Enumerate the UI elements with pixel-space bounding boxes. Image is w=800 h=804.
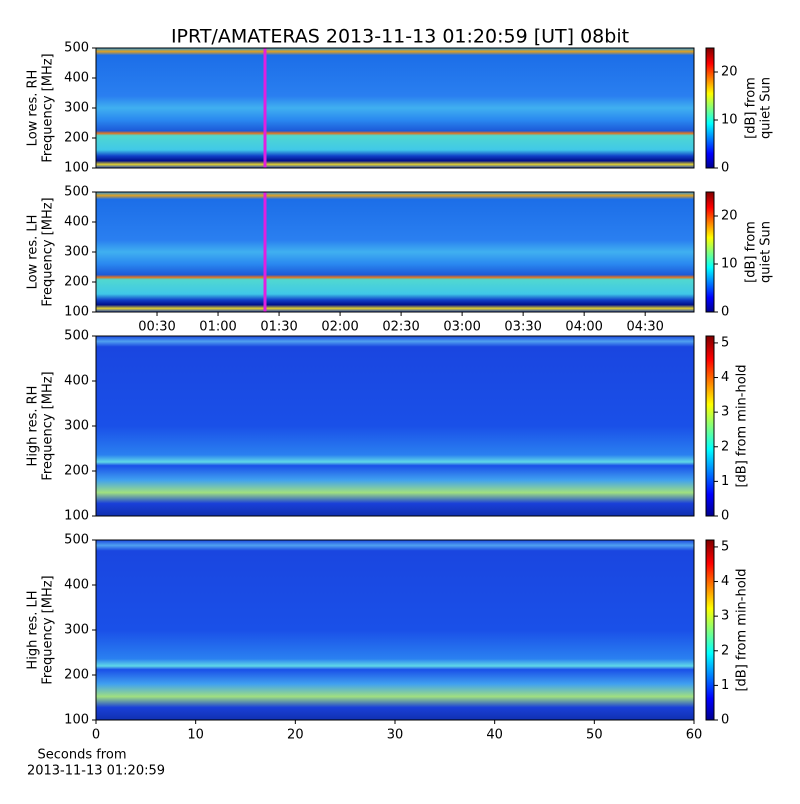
colorbar-label: [dB] from min-hold [735, 568, 750, 691]
y-tick-label: 500 [64, 533, 89, 548]
x-tick-label: 50 [586, 728, 603, 743]
y-axis-label: Frequency [MHz] [41, 371, 56, 480]
colorbar-tick-label: 4 [721, 574, 729, 589]
y-axis-label: Frequency [MHz] [41, 53, 56, 162]
y-tick-label: 400 [64, 215, 89, 230]
colorbar-tick-label: 0 [721, 305, 729, 320]
y-axis-label: High res. RH [26, 386, 41, 467]
y-tick-label: 500 [64, 329, 89, 344]
y-tick-label: 400 [64, 578, 89, 593]
x-tick-label: 60 [686, 728, 703, 743]
colorbar [705, 335, 715, 517]
y-axis-label: Low res. RH [26, 70, 41, 147]
colorbar-tick-label: 20 [721, 65, 738, 80]
colorbar-label: [dB] from min-hold [735, 364, 750, 487]
spectrogram [96, 540, 694, 720]
x-tick-label: 0 [92, 728, 100, 743]
colorbar-tick-label: 1 [721, 474, 729, 489]
y-tick-label: 400 [64, 71, 89, 86]
x-tick-label: 04:30 [626, 320, 663, 335]
colorbar-tick-label: 10 [721, 257, 738, 272]
colorbar [705, 539, 715, 721]
colorbar-label: quiet Sun [759, 77, 774, 139]
x-tick-label: 01:00 [199, 320, 236, 335]
y-tick-label: 200 [64, 275, 89, 290]
y-tick-label: 500 [64, 41, 89, 56]
colorbar [705, 47, 715, 169]
y-tick-label: 500 [64, 185, 89, 200]
x-tick-label: 02:30 [382, 320, 419, 335]
colorbar-tick-label: 0 [721, 161, 729, 176]
y-axis-label: Low res. LH [26, 215, 41, 290]
x-tick-label: 04:00 [565, 320, 602, 335]
y-axis-label: Frequency [MHz] [41, 575, 56, 684]
colorbar-tick-label: 0 [721, 713, 729, 728]
colorbar-tick-label: 1 [721, 678, 729, 693]
y-axis-label: Frequency [MHz] [41, 197, 56, 306]
colorbar-tick-label: 2 [721, 643, 729, 658]
y-tick-label: 200 [64, 131, 89, 146]
x-axis-label: 2013-11-13 01:20:59 [27, 764, 165, 779]
x-tick-label: 02:00 [321, 320, 358, 335]
y-tick-label: 200 [64, 464, 89, 479]
y-tick-label: 100 [64, 305, 89, 320]
colorbar-tick-label: 4 [721, 370, 729, 385]
x-tick-label: 40 [486, 728, 503, 743]
y-tick-label: 200 [64, 668, 89, 683]
x-tick-label: 00:30 [138, 320, 175, 335]
spectrogram [96, 336, 694, 516]
spectrogram [96, 192, 694, 312]
colorbar-tick-label: 5 [721, 539, 729, 554]
x-tick-label: 03:00 [443, 320, 480, 335]
y-tick-label: 100 [64, 509, 89, 524]
colorbar-tick-label: 3 [721, 609, 729, 624]
y-tick-label: 100 [64, 161, 89, 176]
y-tick-label: 100 [64, 713, 89, 728]
colorbar-label: [dB] from [744, 77, 759, 139]
y-tick-label: 300 [64, 419, 89, 434]
colorbar-tick-label: 2 [721, 439, 729, 454]
x-tick-label: 30 [387, 728, 404, 743]
colorbar-tick-label: 20 [721, 209, 738, 224]
x-tick-label: 10 [187, 728, 204, 743]
colorbar-tick-label: 5 [721, 335, 729, 350]
colorbar-tick-label: 10 [721, 113, 738, 128]
y-axis-label: High res. LH [26, 590, 41, 669]
x-tick-label: 01:30 [260, 320, 297, 335]
y-tick-label: 300 [64, 623, 89, 638]
y-tick-label: 300 [64, 245, 89, 260]
colorbar-tick-label: 3 [721, 405, 729, 420]
colorbar-tick-label: 0 [721, 509, 729, 524]
spectrogram [96, 48, 694, 168]
figure-title: IPRT/AMATERAS 2013-11-13 01:20:59 [UT] 0… [171, 26, 629, 48]
colorbar [705, 191, 715, 313]
y-tick-label: 300 [64, 101, 89, 116]
x-tick-label: 03:30 [504, 320, 541, 335]
x-tick-label: 20 [287, 728, 304, 743]
y-tick-label: 400 [64, 374, 89, 389]
x-axis-label: Seconds from [37, 748, 126, 763]
colorbar-label: quiet Sun [759, 221, 774, 283]
colorbar-label: [dB] from [744, 221, 759, 283]
